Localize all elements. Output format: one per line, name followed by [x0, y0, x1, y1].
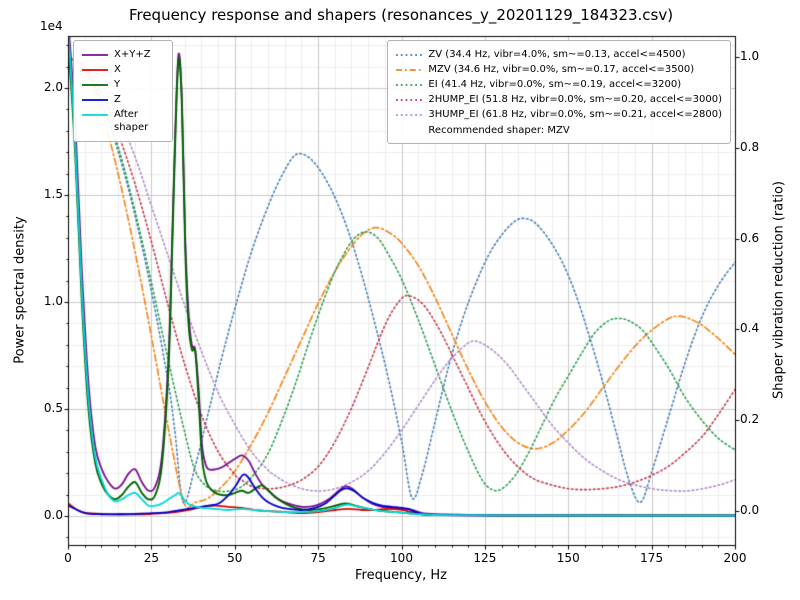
- legend-line-swatch: [82, 84, 108, 86]
- y-right-tick-label: 1.0: [740, 48, 760, 63]
- chart-title: Frequency response and shapers (resonanc…: [128, 6, 674, 24]
- x-tick-label: 175: [640, 551, 664, 565]
- legend-item-label: MZV (34.6 Hz, vibr=0.0%, sm~=0.17, accel…: [428, 64, 695, 75]
- legend-line-swatch: [396, 114, 423, 116]
- legend-item: 3HUMP_EI (61.8 Hz, vibr=0.0%, sm~=0.21, …: [396, 108, 722, 121]
- legend-item: EI (41.4 Hz, vibr=0.0%, sm~=0.19, accel<…: [396, 78, 722, 91]
- legend-item: X+Y+Z: [82, 48, 164, 61]
- x-tick-label: 75: [310, 551, 326, 565]
- legend-item-label: ZV (34.4 Hz, vibr=4.0%, sm~=0.13, accel<…: [428, 49, 686, 60]
- y-right-tick-label: 0.8: [740, 139, 760, 154]
- legend-item-label: Z: [114, 94, 121, 105]
- x-tick-label: 125: [473, 551, 497, 565]
- legend-line-swatch: [82, 69, 108, 71]
- legend-item-label: Y: [114, 79, 121, 90]
- y-left-tick-label: 2.0: [43, 79, 63, 94]
- y-left-tick-label: 0.0: [43, 507, 63, 522]
- legend-line-swatch: [396, 54, 423, 56]
- x-tick-label: 100: [390, 551, 413, 565]
- legend-item: MZV (34.6 Hz, vibr=0.0%, sm~=0.17, accel…: [396, 63, 722, 76]
- legend-shapers: ZV (34.4 Hz, vibr=4.0%, sm~=0.13, accel<…: [387, 40, 731, 144]
- legend-item-label: 2HUMP_EI (51.8 Hz, vibr=0.0%, sm~=0.20, …: [428, 94, 722, 105]
- y-right-tick-label: 0.0: [740, 502, 760, 517]
- y-right-axis-label: Shaper vibration reduction (ratio): [771, 181, 787, 399]
- x-axis-label: Frequency, Hz: [354, 568, 448, 583]
- legend-item: After shaper: [82, 108, 164, 134]
- legend-item-label: X+Y+Z: [114, 49, 151, 60]
- legend-item-label: EI (41.4 Hz, vibr=0.0%, sm~=0.19, accel<…: [428, 79, 682, 90]
- legend-line-swatch: [82, 114, 108, 116]
- legend-item: ZV (34.4 Hz, vibr=4.0%, sm~=0.13, accel<…: [396, 48, 722, 61]
- legend-recommended-shaper: Recommended shaper: MZV: [428, 125, 570, 136]
- x-tick-label: 200: [723, 551, 747, 565]
- x-tick-label: 0: [64, 551, 72, 565]
- x-tick-label: 25: [143, 551, 160, 565]
- legend-psd-items: X+Y+Z X Y Z After shaper: [82, 48, 164, 134]
- y-left-axis-label: Power spectral density: [12, 216, 28, 364]
- y-left-tick-label: 1.0: [43, 293, 63, 308]
- legend-item: Z: [82, 93, 164, 106]
- legend-line-swatch: [396, 84, 423, 86]
- y-left-offset-label: 1e4: [40, 19, 63, 33]
- legend-item: X: [82, 63, 164, 76]
- legend-line-swatch: [396, 99, 423, 101]
- legend-item-label: 3HUMP_EI (61.8 Hz, vibr=0.0%, sm~=0.21, …: [428, 109, 722, 120]
- legend-line-swatch: [396, 69, 423, 71]
- y-right-tick-label: 0.6: [740, 230, 760, 245]
- legend-psd: X+Y+Z X Y Z After shaper: [73, 40, 173, 142]
- x-tick-label: 150: [556, 551, 580, 565]
- y-left-tick-label: 1.5: [43, 186, 63, 201]
- legend-line-swatch: [82, 99, 108, 101]
- legend-item: Y: [82, 78, 164, 91]
- legend-item: 2HUMP_EI (51.8 Hz, vibr=0.0%, sm~=0.20, …: [396, 93, 722, 106]
- x-tick-label: 50: [227, 551, 243, 565]
- legend-item-label: X: [114, 64, 121, 75]
- y-right-tick-label: 0.2: [740, 412, 760, 427]
- legend-item-label: After shaper: [114, 109, 149, 133]
- y-right-tick-label: 0.4: [740, 321, 760, 336]
- legend-shaper-items: ZV (34.4 Hz, vibr=4.0%, sm~=0.13, accel<…: [396, 48, 722, 121]
- legend-line-swatch: [82, 54, 108, 56]
- y-left-tick-label: 0.5: [43, 400, 63, 415]
